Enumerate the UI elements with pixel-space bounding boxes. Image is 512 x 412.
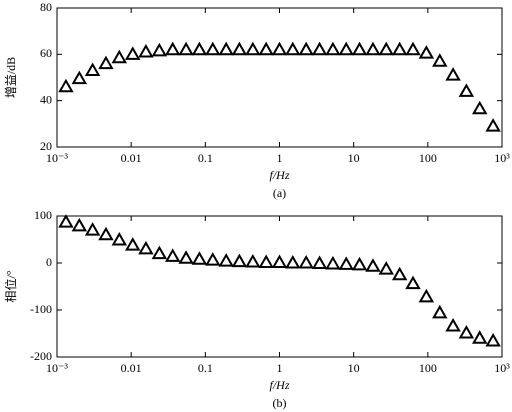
marker — [485, 118, 501, 132]
marker — [245, 254, 261, 268]
x-tick-label: 10³ — [494, 361, 510, 375]
marker — [365, 41, 381, 56]
marker — [391, 266, 408, 281]
marker — [231, 41, 248, 56]
x-tick-label: 10 — [348, 361, 360, 375]
marker — [418, 45, 435, 59]
marker — [432, 304, 448, 319]
marker — [351, 256, 368, 271]
marker — [258, 254, 274, 269]
x-tick-label: 0.1 — [198, 361, 213, 375]
x-tick-label: 0.1 — [198, 151, 213, 165]
marker — [458, 83, 475, 97]
marker — [218, 253, 234, 267]
marker — [98, 226, 114, 241]
caption: (b) — [273, 396, 287, 410]
y-tick-label: -200 — [30, 349, 52, 363]
x-tick-label: 10 — [348, 151, 360, 165]
marker — [138, 44, 154, 58]
marker — [298, 254, 314, 269]
marker — [472, 100, 488, 115]
marker — [58, 214, 74, 228]
y-tick-label: 60 — [40, 46, 52, 60]
marker — [432, 53, 448, 67]
marker — [178, 250, 194, 264]
marker — [218, 41, 234, 56]
marker — [378, 261, 394, 275]
x-tick-label: 0.01 — [121, 151, 142, 165]
marker — [164, 41, 181, 56]
x-tick-label: 10⁻³ — [46, 151, 68, 165]
marker — [71, 70, 88, 85]
marker — [245, 41, 261, 56]
x-tick-label: 0.01 — [121, 361, 142, 375]
x-tick-label: 1 — [277, 151, 283, 165]
marker — [231, 253, 248, 268]
marker — [365, 258, 381, 272]
plot-frame — [56, 215, 503, 358]
y-axis-label: 相位/° — [3, 270, 18, 302]
marker — [258, 41, 274, 56]
marker — [391, 41, 408, 56]
plot-frame — [56, 7, 503, 148]
x-axis-label: f/Hz — [269, 168, 289, 182]
marker — [418, 288, 435, 303]
y-tick-label: 100 — [34, 208, 52, 222]
marker — [285, 254, 301, 269]
y-tick-label: 20 — [40, 139, 52, 153]
marker — [84, 62, 101, 77]
marker — [151, 245, 168, 260]
x-axis-label: f/Hz — [269, 378, 289, 392]
marker — [191, 251, 208, 265]
marker — [191, 41, 208, 56]
y-tick-label: -100 — [30, 302, 52, 316]
marker — [311, 41, 328, 56]
marker — [285, 41, 301, 56]
marker — [111, 231, 128, 246]
marker — [271, 41, 288, 56]
marker — [205, 41, 221, 56]
marker — [445, 317, 461, 332]
marker — [311, 255, 328, 269]
marker — [271, 254, 288, 269]
marker — [205, 252, 221, 266]
marker — [458, 325, 475, 339]
x-tick-label: 1 — [277, 361, 283, 375]
x-tick-label: 10⁻³ — [46, 361, 68, 375]
marker — [178, 41, 194, 56]
marker — [485, 333, 501, 347]
marker — [405, 41, 421, 56]
x-tick-label: 10³ — [494, 151, 510, 165]
marker — [84, 222, 101, 236]
marker — [445, 67, 461, 81]
marker — [405, 275, 421, 290]
marker — [351, 41, 368, 56]
marker — [338, 41, 354, 56]
y-tick-label: 40 — [40, 92, 52, 106]
marker — [325, 255, 341, 270]
x-tick-label: 100 — [419, 151, 437, 165]
marker — [138, 240, 154, 255]
marker — [472, 330, 488, 344]
marker — [164, 248, 181, 262]
marker — [378, 41, 394, 56]
marker — [125, 237, 141, 251]
y-tick-label: 0 — [46, 255, 52, 269]
caption: (a) — [273, 186, 286, 200]
y-tick-label: 80 — [40, 0, 52, 14]
y-axis-label: 增益/dB — [4, 57, 18, 98]
marker — [98, 55, 114, 70]
marker — [151, 42, 168, 57]
marker — [325, 41, 341, 56]
marker — [111, 49, 128, 64]
marker — [58, 78, 74, 93]
marker — [298, 41, 314, 56]
marker — [338, 256, 354, 270]
marker — [125, 46, 141, 60]
x-tick-label: 100 — [419, 361, 437, 375]
marker — [71, 217, 88, 232]
